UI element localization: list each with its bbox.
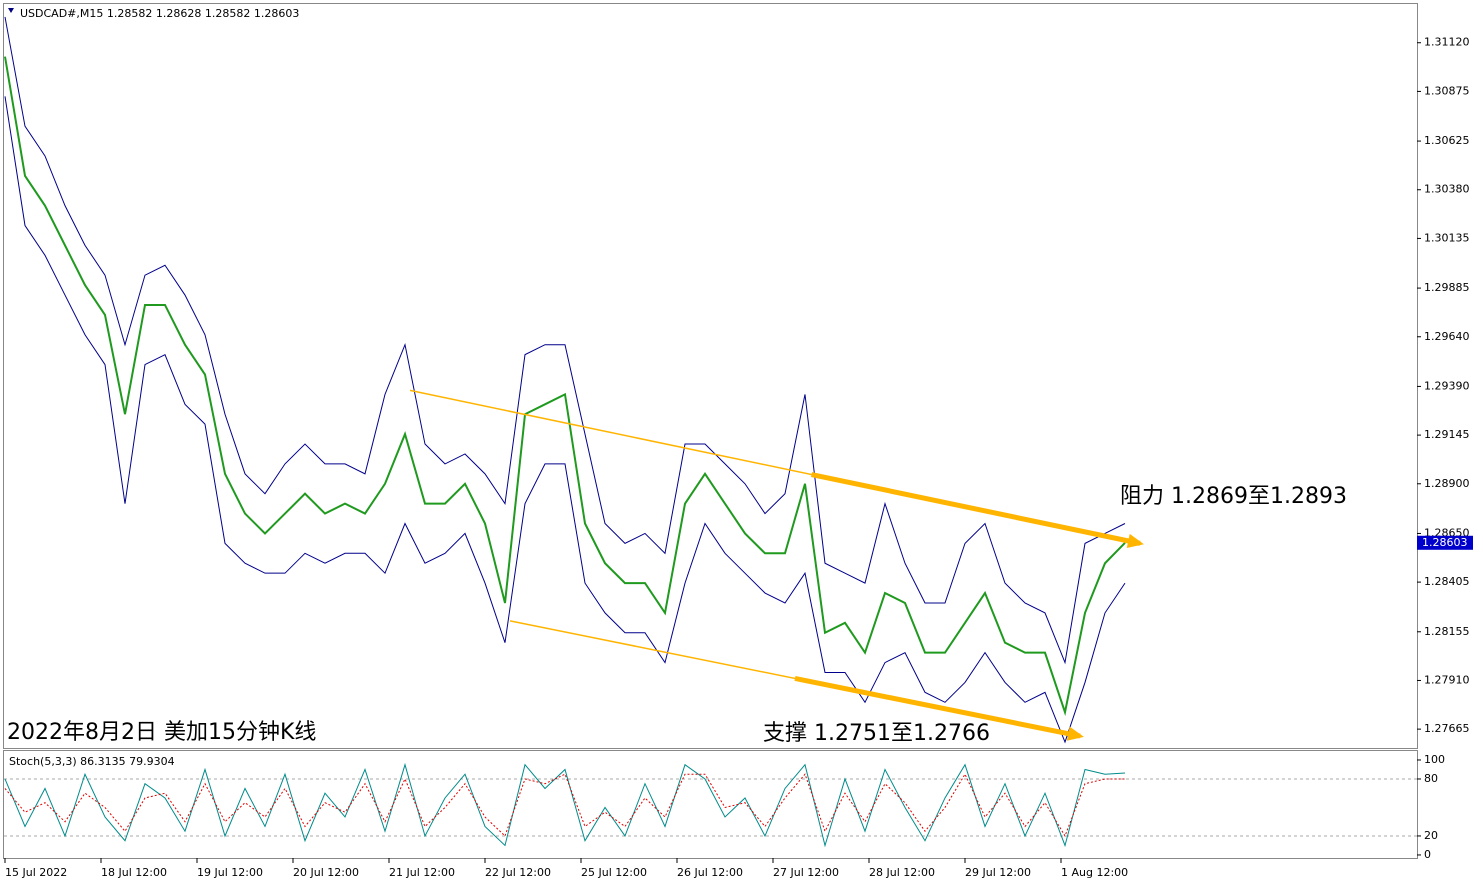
y-tick-label: 1.31120	[1424, 36, 1470, 49]
y-tick-label: 1.29145	[1424, 428, 1470, 441]
y-tick-label: 1.29640	[1424, 330, 1470, 343]
y-tick-label: 1.27665	[1424, 722, 1470, 735]
x-tick-label: 15 Jul 2022	[5, 866, 67, 879]
y-tick-label: 1.30875	[1424, 84, 1470, 97]
y-tick-label: 100	[1424, 753, 1445, 766]
x-tick-label: 29 Jul 12:00	[965, 866, 1031, 879]
series-line	[4, 773, 1126, 838]
x-tick-label: 28 Jul 12:00	[869, 866, 935, 879]
x-tick-label: 20 Jul 12:00	[293, 866, 359, 879]
x-tick-label: 25 Jul 12:00	[581, 866, 647, 879]
stoch-title: Stoch(5,3,3) 86.3135 79.9304	[9, 755, 175, 768]
x-tick-label: 22 Jul 12:00	[485, 866, 551, 879]
x-tick-label: 26 Jul 12:00	[677, 866, 743, 879]
y-tick-label: 1.28155	[1424, 625, 1470, 638]
menu-arrow	[8, 8, 14, 13]
y-tick-label: 80	[1424, 772, 1438, 785]
y-tick-label: 1.30380	[1424, 183, 1470, 196]
x-tick-label: 19 Jul 12:00	[197, 866, 263, 879]
price-marker-label: 1.28603	[1422, 536, 1468, 549]
stoch-panel	[3, 750, 1418, 859]
series-line	[4, 762, 1126, 848]
series-line	[4, 16, 1126, 665]
trendline-thick	[810, 472, 1141, 546]
x-tick-label: 18 Jul 12:00	[101, 866, 167, 879]
y-tick-label: 1.28900	[1424, 477, 1470, 490]
annotation: 阻力 1.2869至1.2893	[1120, 484, 1347, 509]
x-tick-label: 27 Jul 12:00	[773, 866, 839, 879]
y-tick-label: 1.30625	[1424, 134, 1470, 147]
y-tick-label: 1.29390	[1424, 379, 1470, 392]
series-line	[4, 56, 1126, 717]
y-tick-label: 1.28405	[1424, 575, 1470, 588]
trendline-arrow	[1066, 726, 1084, 741]
main-panel	[3, 3, 1418, 749]
trendline-arrow	[1126, 533, 1144, 548]
trendline-thick	[794, 676, 1081, 739]
chart-title: USDCAD#,M15 1.28582 1.28628 1.28582 1.28…	[20, 7, 299, 20]
y-tick-label: 20	[1424, 829, 1438, 842]
series-line	[4, 96, 1126, 744]
x-tick-label: 1 Aug 12:00	[1061, 866, 1128, 879]
annotation: 2022年8月2日 美加15分钟K线	[7, 720, 316, 745]
y-tick-label: 0	[1424, 848, 1431, 861]
x-tick-label: 21 Jul 12:00	[389, 866, 455, 879]
price-marker	[1417, 535, 1473, 550]
y-tick-label: 1.30135	[1424, 231, 1470, 244]
y-tick-label: 1.27910	[1424, 673, 1470, 686]
annotation: 支撑 1.2751至1.2766	[763, 721, 990, 746]
y-tick-label: 1.29885	[1424, 281, 1470, 294]
